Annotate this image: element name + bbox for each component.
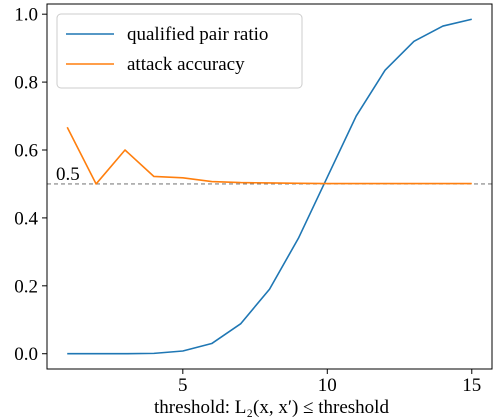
y-tick-label: 0.8 bbox=[14, 73, 38, 94]
x-tick-label: 15 bbox=[462, 375, 481, 396]
y-tick-label: 0.6 bbox=[14, 141, 38, 162]
series-line-1 bbox=[66, 126, 472, 185]
reference-line-label: 0.5 bbox=[56, 164, 80, 185]
x-tick-label: 10 bbox=[318, 375, 337, 396]
y-tick-label: 0.4 bbox=[14, 208, 38, 229]
plot-frame bbox=[46, 3, 493, 370]
y-tick-label: 1.0 bbox=[14, 5, 38, 26]
legend-label-1: attack accuracy bbox=[127, 54, 245, 75]
legend-label-0: qualified pair ratio bbox=[127, 24, 268, 45]
y-tick-label: 0.0 bbox=[14, 344, 38, 365]
legend-box bbox=[56, 13, 303, 89]
x-tick-label: 5 bbox=[178, 375, 188, 396]
y-tick-label: 0.2 bbox=[14, 276, 38, 297]
series-line-0 bbox=[67, 18, 472, 355]
x-axis-label: threshold: L₂(x, x′) ≤ threshold bbox=[154, 397, 389, 418]
